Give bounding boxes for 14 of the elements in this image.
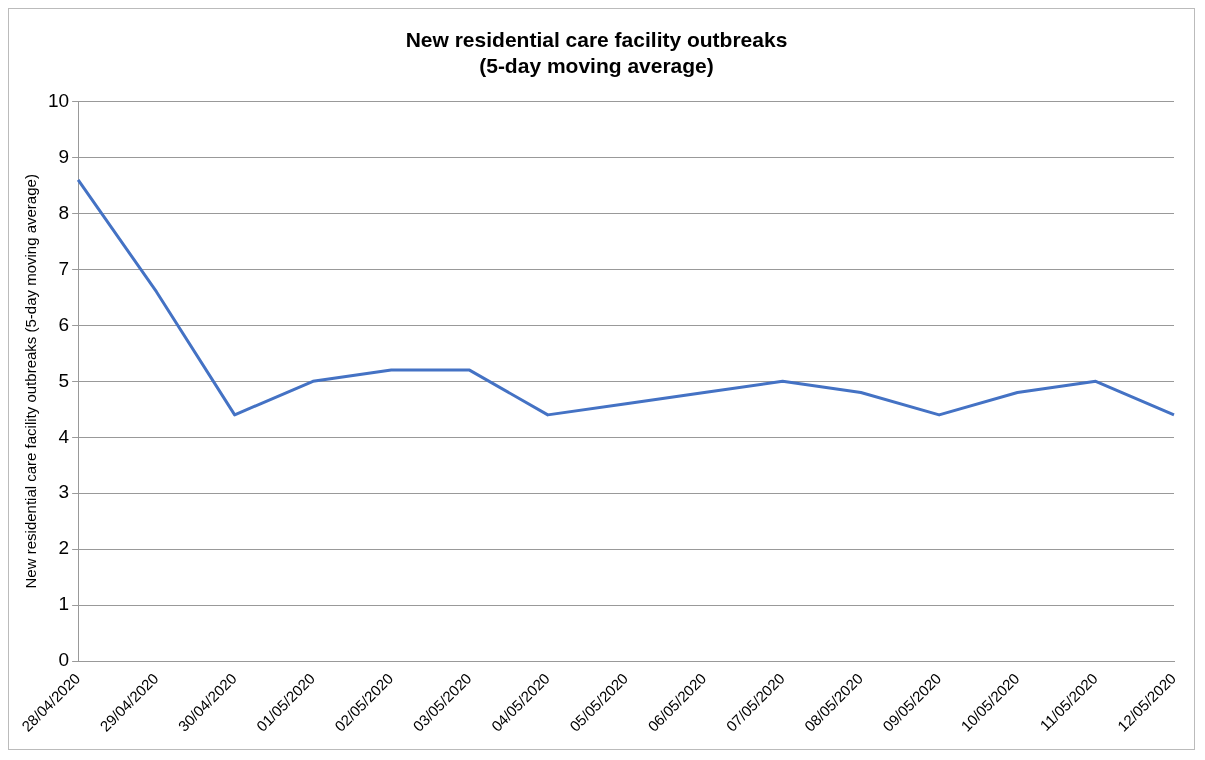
y-tick-label: 0 xyxy=(58,649,70,671)
text: New residential care facility outbreaks xyxy=(405,28,788,52)
y-tick-label: 7 xyxy=(58,257,70,279)
y-tick-label: 1 xyxy=(58,593,70,615)
y-tick-label: 2 xyxy=(58,537,70,559)
y-tick-label: 4 xyxy=(58,425,70,447)
text: (5-day moving average) xyxy=(479,53,714,77)
y-tick-label: 3 xyxy=(58,481,70,503)
y-axis-title: New residential care facility outbreaks (5-day moving average) xyxy=(22,174,40,589)
y-tick-label: 9 xyxy=(58,145,70,167)
y-tick-label: 8 xyxy=(58,201,70,223)
y-tick-label: 10 xyxy=(47,89,70,111)
y-tick-label: 6 xyxy=(58,313,70,335)
y-tick-label: 5 xyxy=(58,369,70,391)
